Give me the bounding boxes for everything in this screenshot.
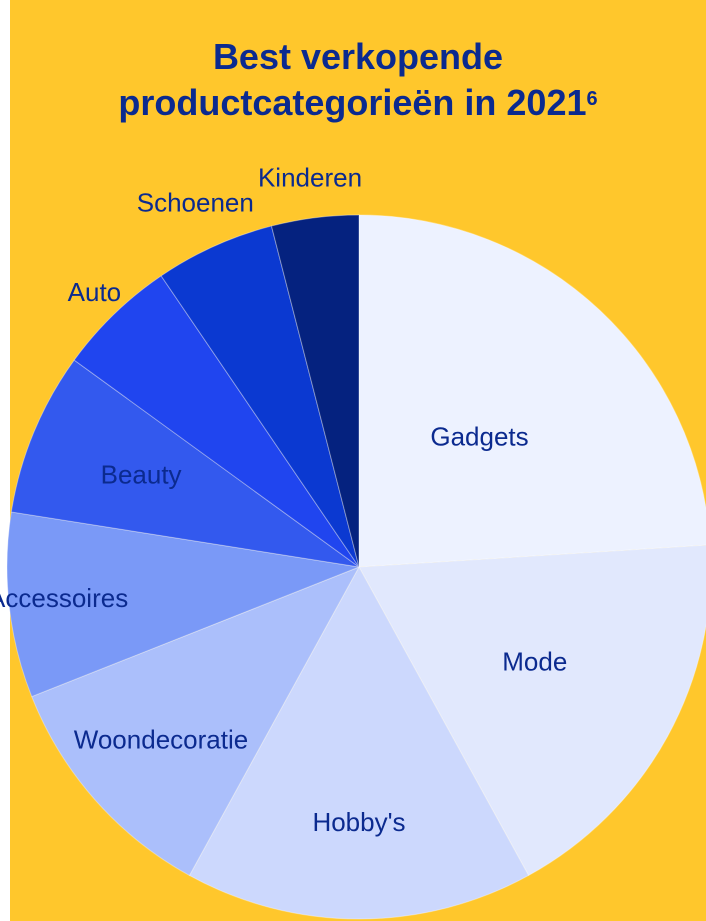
pie-slice-gadgets [358, 214, 706, 568]
pie-labels: Gadgets Mode Hobby's Woondecoratie Accessoir… [0, 162, 567, 837]
chart-title-line-1: Best verkopende [212, 36, 504, 77]
slice-label-hobby-s: Hobby's [312, 807, 405, 837]
pie-slices [6, 214, 706, 920]
slice-label-gadgets: Gadgets [430, 422, 528, 452]
pie-slice-woondecoratie [31, 566, 361, 877]
pie-slice-beauty [10, 359, 360, 568]
slice-label-woondecoratie: Woondecoratie [74, 724, 248, 754]
slice-label-beauty: Beauty [101, 460, 182, 490]
title-footnote-marker: 6 [586, 88, 598, 110]
slice-label-accessoires: Accessoires [0, 583, 128, 613]
chart-title-line-2: productcategorieën in 2021 [118, 82, 587, 123]
pie-slice-auto [73, 275, 360, 568]
chart-title: Best verkopende productcategorieën in 20… [10, 34, 706, 126]
pie-slice-kinderen [270, 214, 360, 568]
pie-slice-hobby-s [188, 565, 530, 920]
pie-slice-mode [358, 544, 706, 877]
pie-slice-schoenen [160, 225, 360, 568]
slice-label-kinderen: Kinderen [258, 162, 362, 192]
slice-label-schoenen: Schoenen [137, 187, 254, 217]
slice-label-mode: Mode [502, 647, 567, 677]
slice-label-auto: Auto [68, 277, 122, 307]
pie-slice-accessoires [6, 511, 361, 698]
